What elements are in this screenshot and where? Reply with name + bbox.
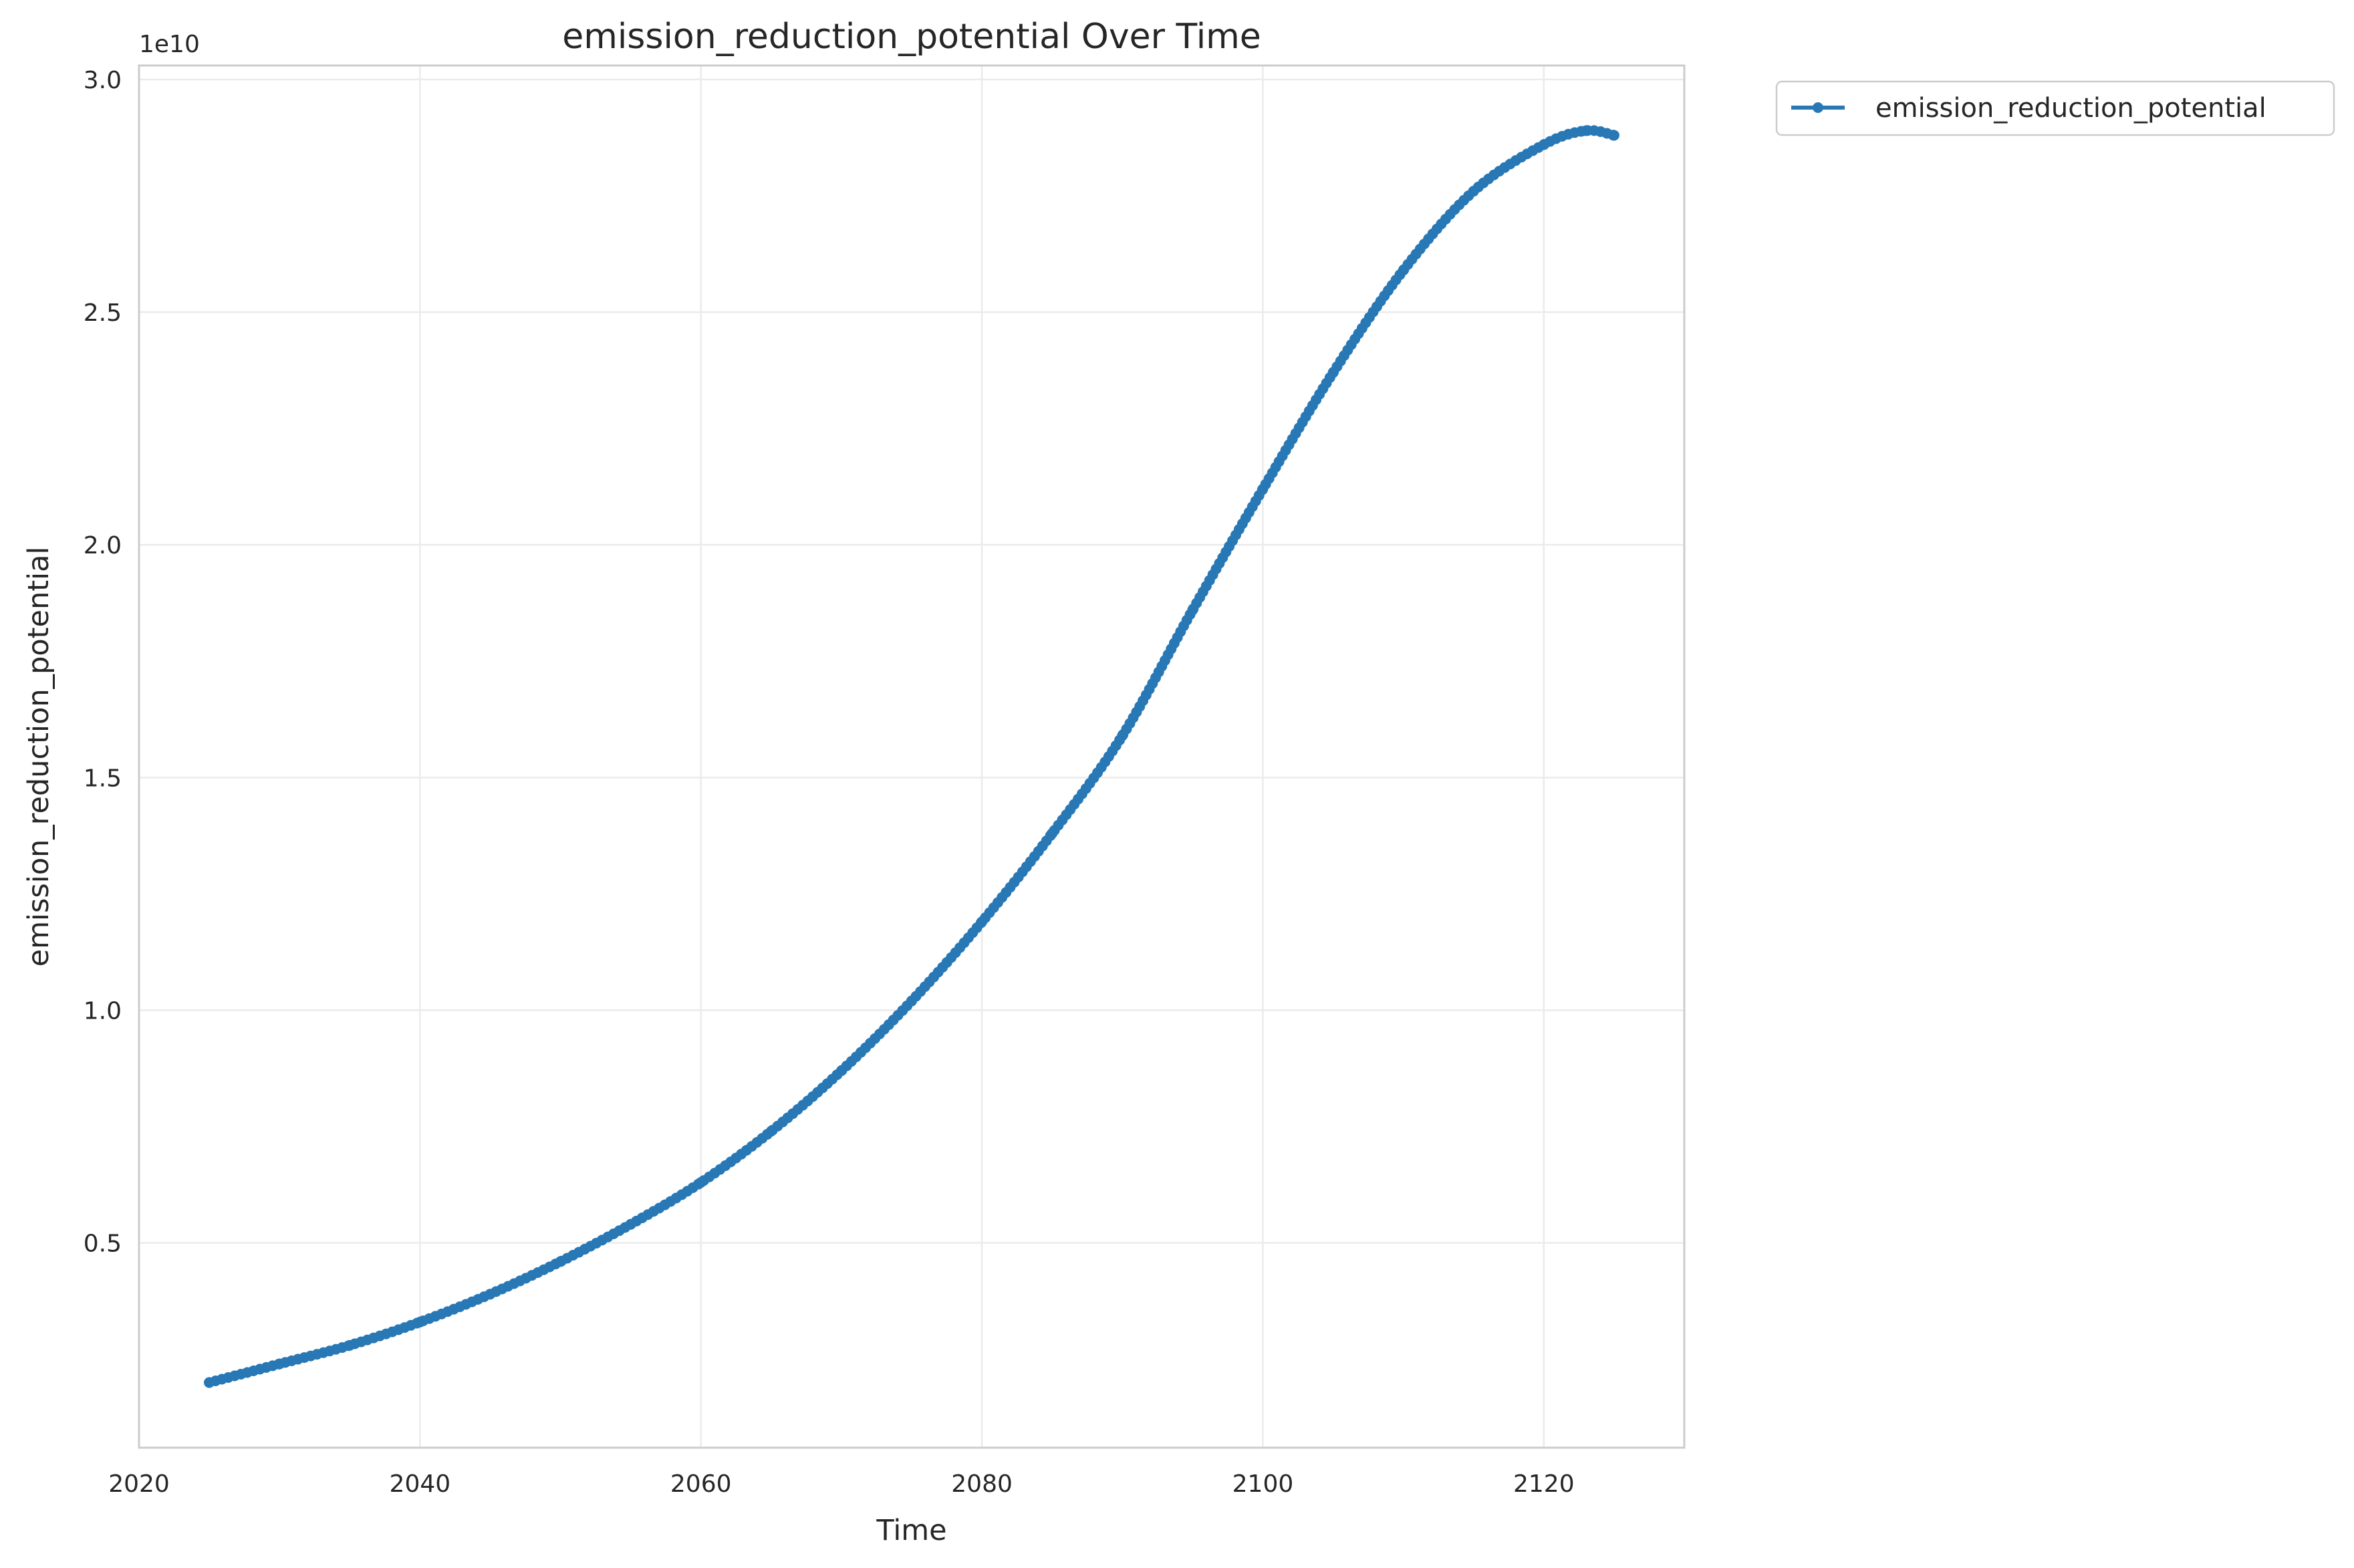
data-point [976,916,988,928]
x-axis-label: Time [876,1514,946,1547]
y-tick-label: 3.0 [84,67,122,94]
data-point [1580,125,1591,136]
legend-dot-marker [1813,102,1823,113]
data-point [695,1177,706,1188]
y-tick-label: 2.0 [84,532,122,559]
data-point [485,1289,496,1300]
axes [138,64,1686,1449]
legend-box [1775,80,2335,136]
x-tick-label: 2060 [670,1470,732,1498]
data-point [1538,139,1549,150]
series [204,125,1619,1388]
x-tick-label: 2080 [951,1470,1013,1498]
data-point [835,1065,847,1076]
x-tick-label: 2040 [390,1470,451,1498]
data-point [906,995,917,1007]
data-point [1327,367,1339,378]
data-point [765,1126,777,1137]
y-axis-ticks: 0.5 1.0 1.5 2.0 2.5 3.0 [84,67,122,1258]
data-point [1117,730,1128,741]
x-tick-label: 2100 [1232,1470,1294,1498]
data-point [204,1377,215,1388]
x-tick-label: 2120 [1513,1470,1575,1498]
data-point [625,1218,636,1230]
axes-frame [138,64,1686,1449]
y-axis-offset-label: 1e10 [139,31,200,58]
data-point [1187,604,1198,616]
y-tick-label: 2.5 [84,299,122,327]
data-point [1608,130,1619,141]
data-point [344,1339,356,1351]
y-axis-label: emission_reduction_potential [22,547,55,967]
chart-title: emission_reduction_potential Over Time [562,17,1261,57]
data-point [1468,186,1479,197]
data-point [1047,827,1058,839]
legend-entry-label: emission_reduction_potential [1875,93,2266,124]
y-tick-label: 1.0 [84,997,122,1025]
x-axis-ticks: 2020 2040 2060 2080 2100 2120 [108,1470,1574,1498]
grid [138,66,1684,1448]
y-tick-label: 1.5 [84,765,122,792]
data-point [1398,265,1409,276]
data-point [1257,483,1269,495]
x-tick-label: 2020 [108,1470,170,1498]
data-point [274,1358,285,1369]
data-point [414,1317,426,1327]
data-point [555,1256,566,1267]
legend: emission_reduction_potential [1775,80,2335,136]
y-tick-label: 0.5 [84,1230,122,1258]
